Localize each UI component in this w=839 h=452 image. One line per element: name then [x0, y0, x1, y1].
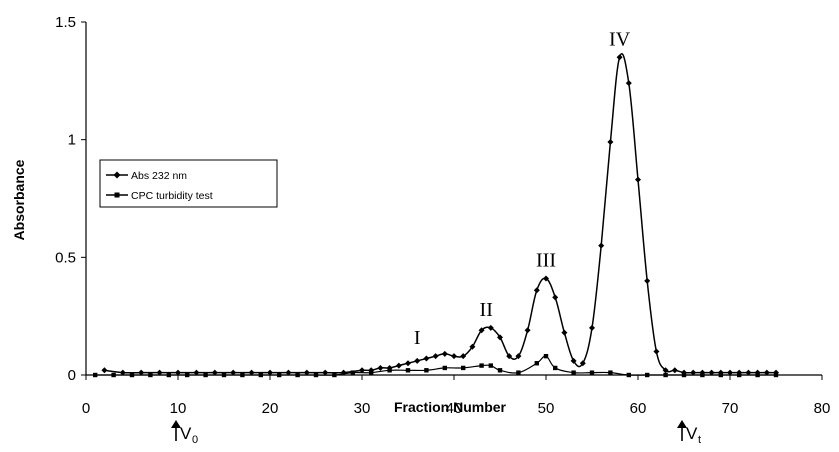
data-point-cpc-turbidity	[185, 373, 189, 377]
data-point-abs-232	[644, 278, 650, 284]
data-point-abs-232	[626, 80, 632, 86]
x-tick-label: 10	[170, 400, 187, 417]
data-point-abs-232	[423, 356, 429, 362]
x-tick-label: 20	[262, 400, 279, 417]
x-axis-title: Fraction Number	[394, 399, 507, 415]
volume-markers: V0Vt	[171, 420, 701, 446]
series-layer	[93, 54, 779, 377]
data-point-cpc-turbidity	[130, 373, 134, 377]
data-point-abs-232	[552, 294, 558, 300]
data-point-cpc-turbidity	[479, 363, 483, 367]
data-point-abs-232	[488, 325, 494, 331]
data-point-abs-232	[561, 330, 567, 336]
data-point-cpc-turbidity	[535, 361, 539, 365]
data-point-cpc-turbidity	[167, 373, 171, 377]
legend-label-abs: Abs 232 nm	[131, 170, 187, 182]
data-point-cpc-turbidity	[663, 373, 667, 377]
data-point-abs-232	[451, 353, 457, 359]
data-point-cpc-turbidity	[461, 366, 465, 370]
marker-subscript: t	[698, 434, 701, 446]
data-point-abs-232	[598, 243, 604, 249]
data-point-cpc-turbidity	[645, 373, 649, 377]
peak-label: III	[536, 250, 556, 272]
data-point-abs-232	[653, 348, 659, 354]
data-point-cpc-turbidity	[93, 373, 97, 377]
y-ticks: 0 0.5 1 1.5	[55, 14, 86, 384]
marker-label: V	[686, 424, 698, 443]
marker-subscript: 0	[192, 434, 198, 446]
x-tick-label: 70	[722, 400, 739, 417]
data-point-cpc-turbidity	[387, 368, 391, 372]
data-point-cpc-turbidity	[240, 373, 244, 377]
legend-marker-cpc	[115, 193, 120, 198]
data-point-cpc-turbidity	[332, 373, 336, 377]
data-point-cpc-turbidity	[682, 373, 686, 377]
data-point-abs-232	[377, 365, 383, 371]
data-point-cpc-turbidity	[590, 370, 594, 374]
data-point-cpc-turbidity	[700, 373, 704, 377]
data-point-cpc-turbidity	[553, 366, 557, 370]
data-point-abs-232	[672, 367, 678, 373]
data-point-abs-232	[525, 327, 531, 333]
data-point-cpc-turbidity	[369, 370, 373, 374]
data-point-cpc-turbidity	[351, 370, 355, 374]
y-tick-label: 1.5	[55, 14, 76, 31]
series-line-abs-232	[104, 54, 776, 373]
data-point-cpc-turbidity	[259, 373, 263, 377]
data-point-cpc-turbidity	[277, 373, 281, 377]
data-point-cpc-turbidity	[774, 373, 778, 377]
data-point-cpc-turbidity	[719, 373, 723, 377]
data-point-cpc-turbidity	[489, 363, 493, 367]
x-tick-label: 80	[814, 400, 831, 417]
data-point-abs-232	[635, 177, 641, 183]
data-point-abs-232	[442, 351, 448, 357]
peak-label: II	[480, 299, 493, 321]
data-point-abs-232	[534, 287, 540, 293]
x-tick-label: 60	[630, 400, 647, 417]
data-point-abs-232	[607, 139, 613, 145]
y-tick-label: 1	[68, 132, 76, 149]
peak-labels: IIIIIIIV	[414, 28, 631, 349]
data-point-cpc-turbidity	[498, 368, 502, 372]
data-point-cpc-turbidity	[406, 368, 410, 372]
legend-label-cpc: CPC turbidity test	[131, 190, 213, 202]
legend: Abs 232 nm CPC turbidity test	[100, 160, 277, 207]
data-point-abs-232	[589, 325, 595, 331]
data-point-cpc-turbidity	[203, 373, 207, 377]
x-tick-label: 30	[354, 400, 371, 417]
x-tick-label: 50	[538, 400, 555, 417]
data-point-cpc-turbidity	[544, 354, 548, 358]
data-point-cpc-turbidity	[222, 373, 226, 377]
data-point-cpc-turbidity	[443, 366, 447, 370]
peak-label: I	[414, 327, 421, 349]
y-axis-title: Absorbance	[11, 159, 27, 240]
data-point-abs-232	[414, 358, 420, 364]
data-point-cpc-turbidity	[571, 370, 575, 374]
y-tick-label: 0.5	[55, 249, 76, 266]
data-point-abs-232	[396, 363, 402, 369]
data-point-abs-232	[405, 360, 411, 366]
data-point-cpc-turbidity	[627, 373, 631, 377]
data-point-cpc-turbidity	[148, 373, 152, 377]
data-point-cpc-turbidity	[737, 373, 741, 377]
data-point-cpc-turbidity	[424, 368, 428, 372]
data-point-cpc-turbidity	[608, 370, 612, 374]
data-point-cpc-turbidity	[295, 373, 299, 377]
y-tick-label: 0	[68, 367, 76, 384]
data-point-abs-232	[617, 54, 623, 60]
data-point-cpc-turbidity	[755, 373, 759, 377]
marker-label: V	[180, 424, 192, 443]
data-point-abs-232	[433, 353, 439, 359]
peak-label: IV	[609, 28, 631, 50]
data-point-abs-232	[101, 367, 107, 373]
data-point-cpc-turbidity	[111, 373, 115, 377]
data-point-cpc-turbidity	[314, 373, 318, 377]
x-tick-label: 0	[82, 400, 90, 417]
data-point-cpc-turbidity	[516, 370, 520, 374]
